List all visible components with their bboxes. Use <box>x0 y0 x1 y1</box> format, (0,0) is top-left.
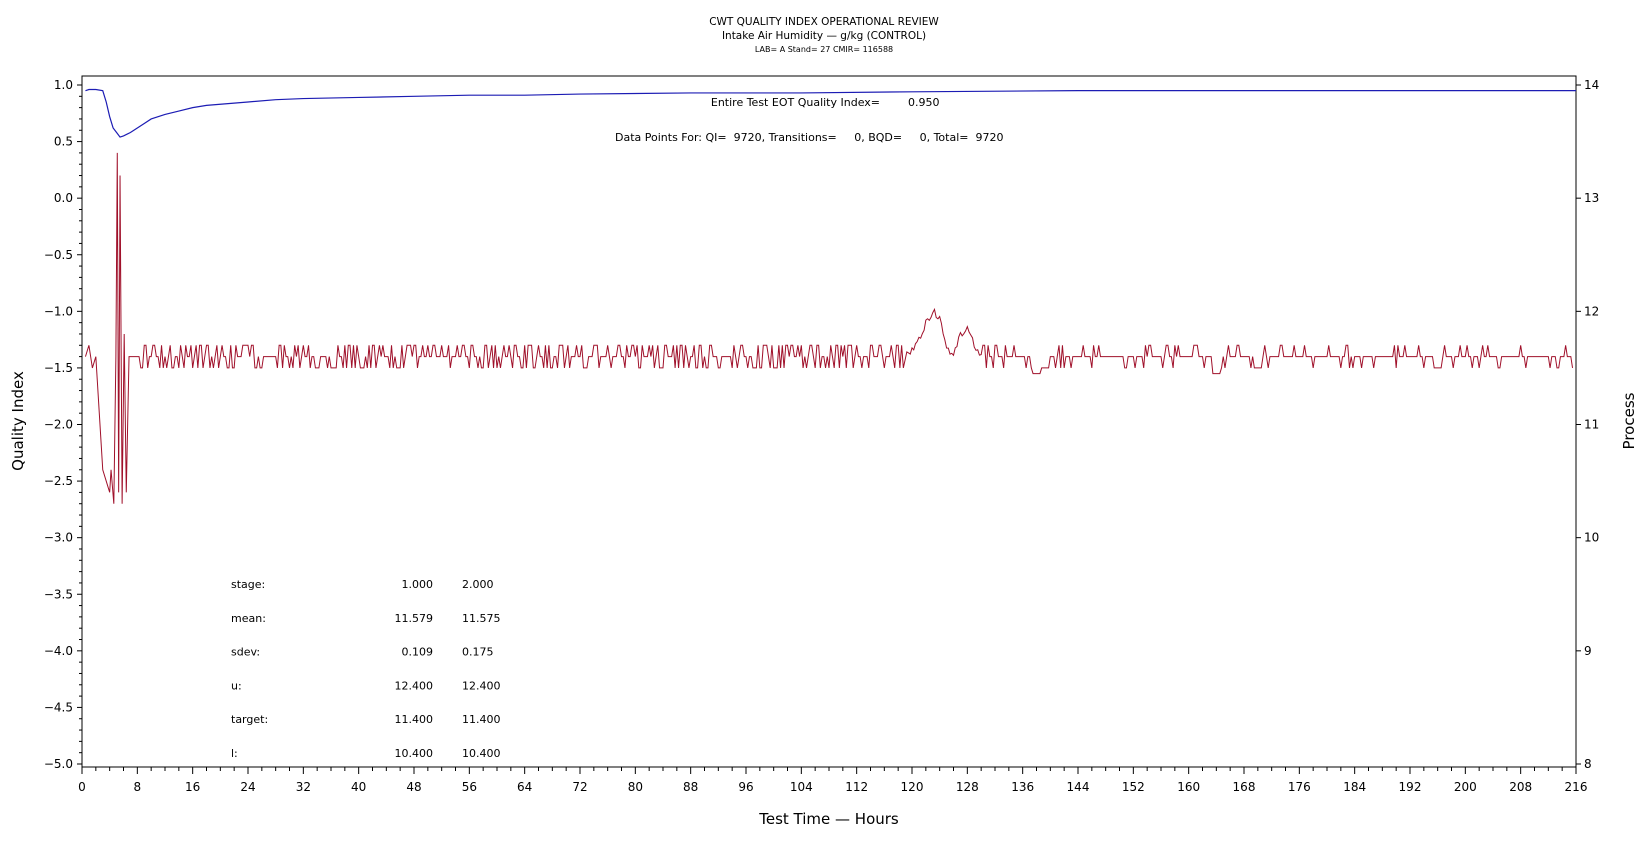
y-left-tick-label: −3.0 <box>44 531 73 545</box>
x-tick-label: 176 <box>1288 780 1311 794</box>
y-left-tick-label: −4.5 <box>44 700 73 714</box>
stats-table: stage: 1.000 2.000 mean: 11.579 11.575 sdev: 0.… <box>231 578 501 760</box>
right-axis: 14 13 12 11 10 9 8 <box>1576 78 1599 771</box>
x-tick-label: 136 <box>1011 780 1034 794</box>
y-right-tick-label: 8 <box>1584 757 1592 771</box>
x-tick-label: 208 <box>1509 780 1532 794</box>
stats-row-value-stage2: 2.000 <box>462 578 494 591</box>
chart-subtitle: Intake Air Humidity — g/kg (CONTROL) <box>722 30 926 42</box>
stats-row-value-stage2: 11.575 <box>462 612 501 625</box>
stats-row-value-stage2: 11.400 <box>462 713 501 726</box>
plot-frame <box>81 75 1577 768</box>
process-series-line <box>84 152 1574 504</box>
y-right-tick-label: 12 <box>1584 304 1599 318</box>
left-axis: 1.0 0.5 0.0 −0.5 −1.0 −1.5 −2.0 −2.5 −3.0 −3.5 −4.… <box>44 78 82 771</box>
quality-index-series-line <box>85 88 1576 138</box>
y-left-tick-label: 1.0 <box>54 78 73 92</box>
y-left-tick-label: 0.0 <box>54 191 73 205</box>
x-tick-label: 32 <box>296 780 311 794</box>
stats-row-value-stage2: 0.175 <box>462 646 494 659</box>
x-tick-label: 192 <box>1399 780 1422 794</box>
x-tick-label: 128 <box>956 780 979 794</box>
x-tick-label: 8 <box>134 780 142 794</box>
y-axis-left-label: Quality Index <box>9 371 27 471</box>
stats-row-value-stage1: 10.400 <box>395 747 434 760</box>
y-left-tick-label: −4.0 <box>44 644 73 658</box>
chart-subtitle2: LAB= A Stand= 27 CMIR= 116588 <box>755 45 893 54</box>
y-left-tick-label: −5.0 <box>44 757 73 771</box>
annotation-data-points: Data Points For: QI= 9720, Transitions= … <box>615 131 1003 144</box>
x-tick-label: 88 <box>683 780 698 794</box>
x-tick-label: 24 <box>240 780 255 794</box>
x-axis-label: Test Time — Hours <box>758 810 899 828</box>
x-tick-label: 40 <box>351 780 366 794</box>
x-axis: 0 8 16 24 32 40 48 56 64 72 80 88 96 104 112 120 128 136 1… <box>78 767 1587 794</box>
y-left-tick-label: 0.5 <box>54 135 73 149</box>
x-tick-label: 48 <box>406 780 421 794</box>
x-tick-label: 72 <box>572 780 587 794</box>
stats-row-label: l: <box>231 747 238 760</box>
x-tick-label: 56 <box>462 780 477 794</box>
x-tick-label: 168 <box>1233 780 1256 794</box>
y-axis-right-label: Process <box>1620 392 1638 449</box>
x-tick-label: 80 <box>628 780 643 794</box>
y-right-tick-label: 13 <box>1584 191 1599 205</box>
x-tick-label: 120 <box>901 780 924 794</box>
x-tick-label: 152 <box>1122 780 1145 794</box>
x-tick-label: 0 <box>78 780 86 794</box>
series-group <box>84 88 1576 504</box>
y-right-tick-label: 11 <box>1584 418 1599 432</box>
x-tick-label: 112 <box>845 780 868 794</box>
y-left-tick-label: −1.5 <box>44 361 73 375</box>
y-left-tick-label: −1.0 <box>44 304 73 318</box>
y-right-tick-label: 10 <box>1584 531 1599 545</box>
x-tick-label: 144 <box>1067 780 1090 794</box>
stats-row-label: target: <box>231 713 268 726</box>
y-left-tick-label: −3.5 <box>44 587 73 601</box>
annotation-qi-value: 0.950 <box>908 96 940 109</box>
x-tick-label: 64 <box>517 780 532 794</box>
y-right-tick-label: 14 <box>1584 78 1599 92</box>
y-left-tick-label: −2.5 <box>44 474 73 488</box>
stats-row-value-stage1: 0.109 <box>402 646 434 659</box>
x-tick-label: 96 <box>738 780 753 794</box>
chart-title: CWT QUALITY INDEX OPERATIONAL REVIEW <box>709 16 939 28</box>
stats-row-value-stage1: 12.400 <box>395 679 434 692</box>
stats-row-value-stage1: 11.579 <box>395 612 434 625</box>
x-tick-label: 216 <box>1565 780 1588 794</box>
stats-row-label: u: <box>231 679 242 692</box>
stats-row-value-stage2: 12.400 <box>462 679 501 692</box>
stats-row-value-stage1: 11.400 <box>395 713 434 726</box>
stats-row-value-stage1: 1.000 <box>402 578 434 591</box>
stats-row-label: stage: <box>231 578 265 591</box>
y-left-tick-label: −2.0 <box>44 418 73 432</box>
y-left-tick-label: −0.5 <box>44 248 73 262</box>
y-right-tick-label: 9 <box>1584 644 1592 658</box>
x-tick-label: 104 <box>790 780 813 794</box>
annotation-qi-label: Entire Test EOT Quality Index= <box>711 96 880 109</box>
x-tick-label: 16 <box>185 780 200 794</box>
stats-row-label: mean: <box>231 612 266 625</box>
stats-row-value-stage2: 10.400 <box>462 747 501 760</box>
x-tick-label: 160 <box>1177 780 1200 794</box>
x-tick-label: 184 <box>1343 780 1366 794</box>
stats-row-label: sdev: <box>231 646 260 659</box>
x-tick-label: 200 <box>1454 780 1477 794</box>
